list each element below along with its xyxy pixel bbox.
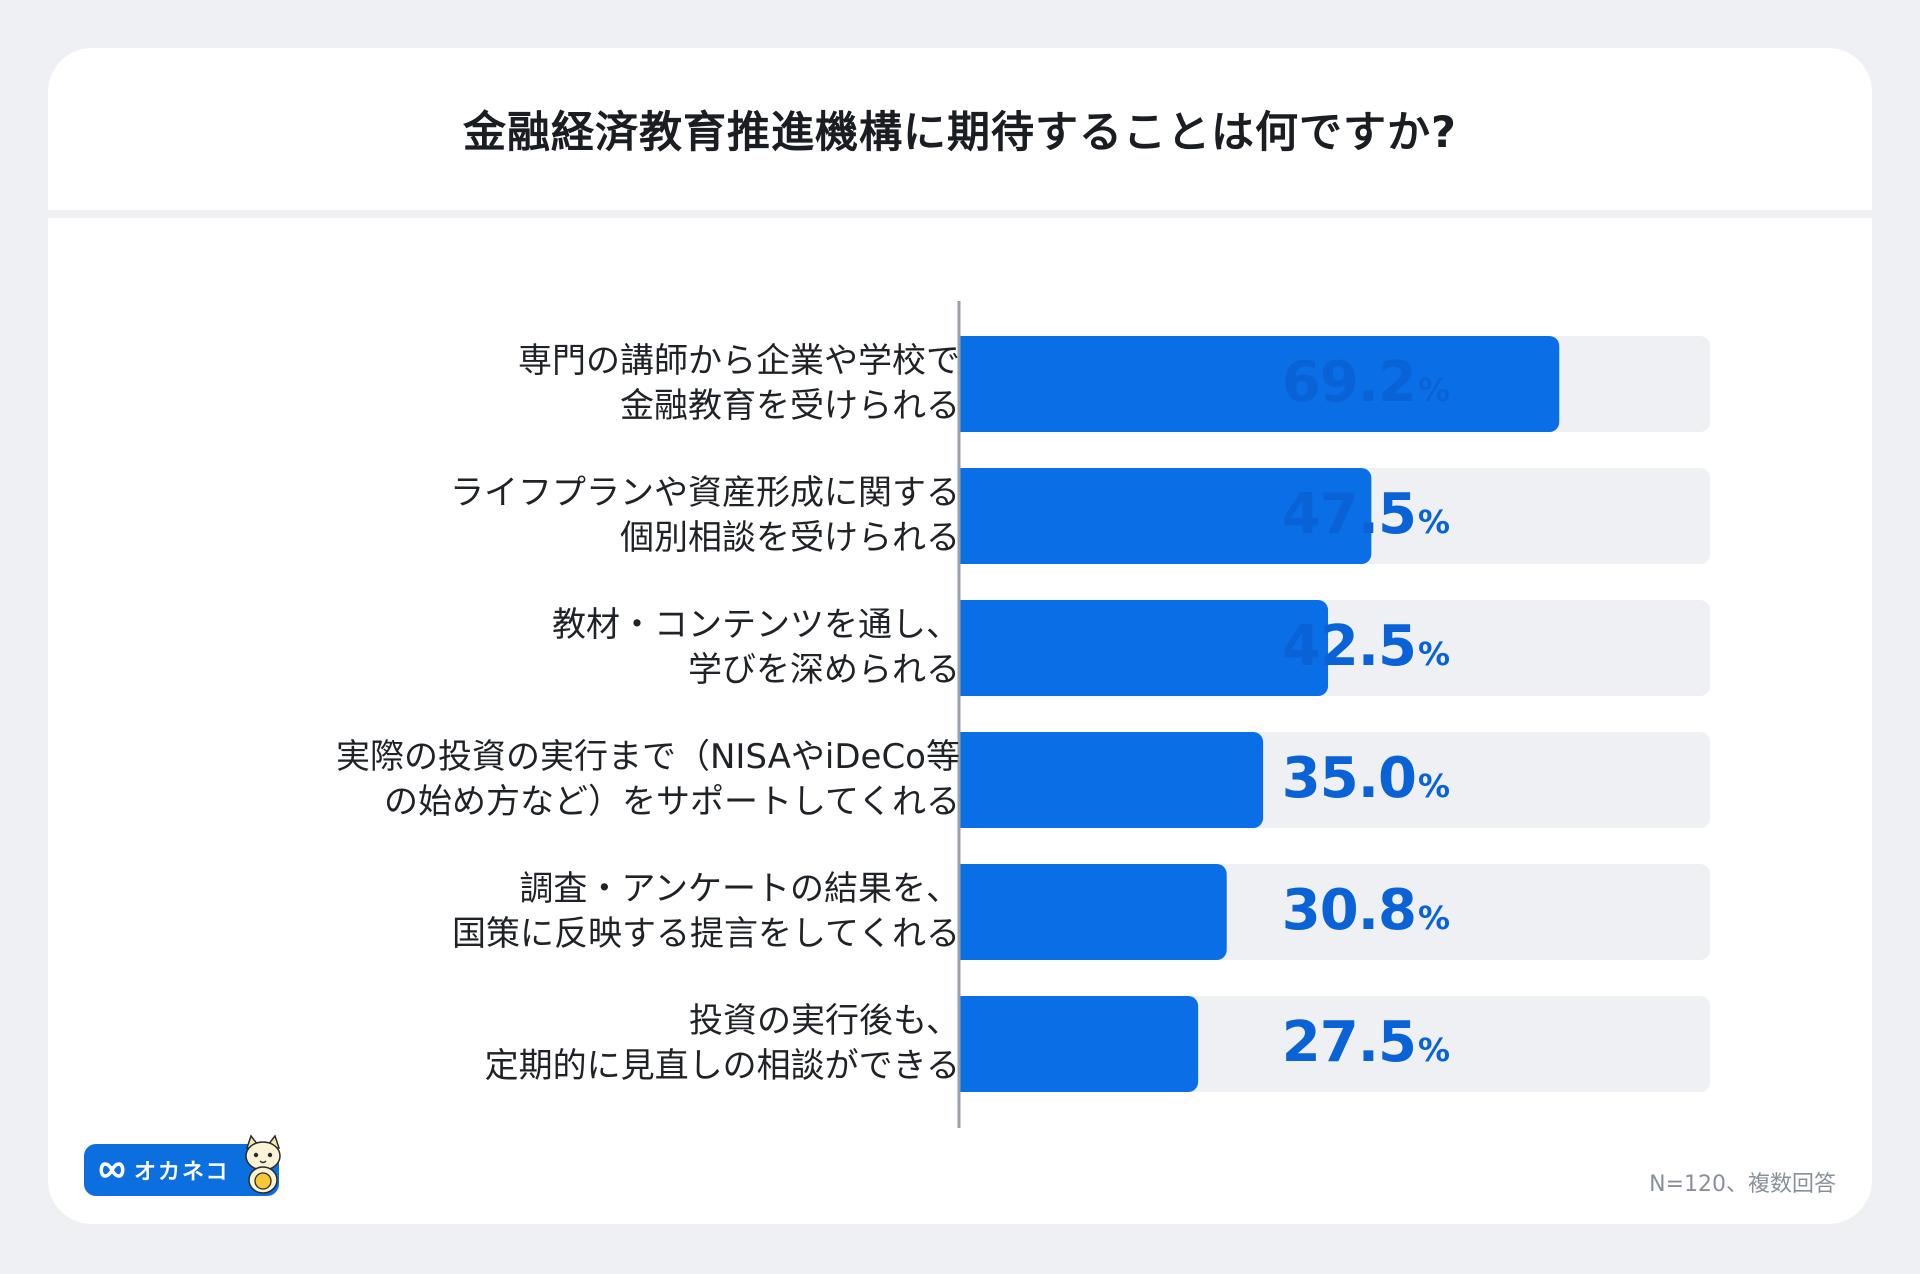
bar-3-edge [960, 600, 972, 696]
category-label-2: ライフプランや資産形成に関する個別相談を受けられる [208, 471, 960, 561]
bar-3 [960, 600, 1329, 696]
value-number: 35.0 [1281, 746, 1417, 811]
category-label-line: 調査・アンケートの結果を、 [519, 869, 960, 909]
category-label-1: 専門の講師から企業や学校で金融教育を受けられる [208, 339, 960, 429]
value-unit: % [1417, 767, 1450, 805]
value-unit: % [1417, 635, 1450, 673]
value-unit: % [1417, 503, 1450, 541]
category-label-6: 投資の実行後も、定期的に見直しの相談ができる [208, 999, 960, 1089]
category-label-line: の始め方など）をサポートしてくれる [384, 782, 960, 822]
category-label-line: 国策に反映する提言をしてくれる [452, 914, 960, 954]
okaneko-logo: オカネコ [84, 1134, 281, 1196]
category-label-line: 学びを深められる [688, 650, 960, 690]
bar-5-edge [960, 864, 972, 960]
category-label-line: 専門の講師から企業や学校で [518, 341, 960, 381]
bar-2-edge [960, 468, 972, 564]
bar-6 [960, 996, 1199, 1092]
category-label-line: ライフプランや資産形成に関する [450, 473, 960, 513]
bar-6-edge [960, 996, 972, 1092]
value-label-2: 47.5% [1282, 482, 1450, 547]
value-label-1: 69.2% [1282, 350, 1450, 415]
value-unit: % [1417, 899, 1450, 937]
category-label-3: 教材・コンテンツを通し、学びを深められる [208, 603, 960, 693]
value-number: 69.2 [1281, 350, 1417, 415]
infinity-icon [99, 1162, 125, 1178]
bar-4 [960, 732, 1264, 828]
chart-header: 金融経済教育推進機構に期待することは何ですか? [48, 48, 1872, 210]
value-unit: % [1417, 371, 1450, 409]
chart-card: 金融経済教育推進機構に期待することは何ですか? 専門の講師から企業や学校で金融教… [48, 48, 1872, 1224]
logo-text: オカネコ [134, 1160, 230, 1185]
category-label-line: 個別相談を受けられる [620, 518, 960, 558]
value-number: 47.5 [1281, 482, 1417, 547]
value-label-3: 42.5% [1282, 614, 1450, 679]
bar-chart: 専門の講師から企業や学校で金融教育を受けられる 69.2% ライフプランや資産形成に… [48, 48, 1872, 1224]
value-label-4: 35.0% [1282, 746, 1450, 811]
value-number: 42.5 [1281, 614, 1417, 679]
header-divider [48, 210, 1872, 218]
bar-1 [960, 336, 1560, 432]
category-label-line: 教材・コンテンツを通し、 [552, 605, 960, 645]
bar-4-edge [960, 732, 972, 828]
value-label-5: 30.8% [1282, 878, 1450, 943]
category-label-line: 実際の投資の実行まで（NISAやiDeCo等 [335, 737, 960, 777]
category-label-line: 定期的に見直しの相談ができる [484, 1046, 960, 1086]
value-unit: % [1417, 1031, 1450, 1069]
bar-5 [960, 864, 1227, 960]
bar-1-edge [960, 336, 972, 432]
bar-chart-svg [957, 301, 1710, 1128]
value-number: 30.8 [1281, 878, 1417, 943]
bar-2 [960, 468, 1372, 564]
category-label-5: 調査・アンケートの結果を、国策に反映する提言をしてくれる [208, 867, 960, 957]
sample-note: N=120、複数回答 [1649, 1172, 1836, 1197]
cat-mascot-icon [245, 1134, 281, 1194]
category-label-line: 金融教育を受けられる [620, 386, 960, 426]
value-label-6: 27.5% [1282, 1010, 1450, 1075]
category-label-4: 実際の投資の実行まで（NISAやiDeCo等の始め方など）をサポートしてくれる [208, 735, 960, 825]
chart-title: 金融経済教育推進機構に期待することは何ですか? [463, 108, 1457, 158]
category-label-line: 投資の実行後も、 [689, 1001, 960, 1041]
value-number: 27.5 [1281, 1010, 1417, 1075]
